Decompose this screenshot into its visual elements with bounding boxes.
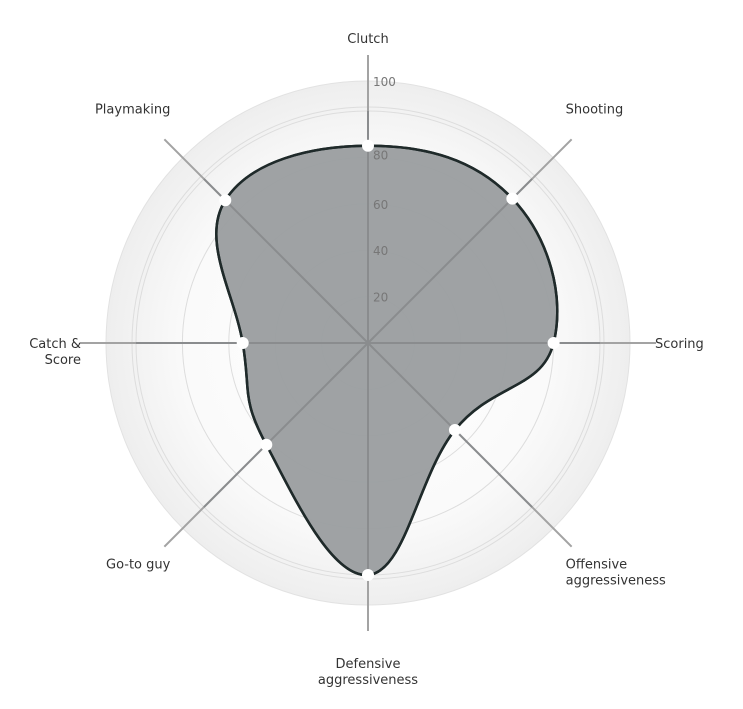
tick-label: 80	[373, 148, 388, 162]
axis-label-line: Score	[45, 353, 81, 368]
axis-label-line: Playmaking	[95, 102, 170, 117]
axis-line-overlay	[203, 178, 369, 344]
axis-label: Clutch	[347, 32, 388, 47]
axis-label-line: Offensive	[566, 558, 628, 573]
data-point	[236, 337, 249, 349]
axis-label-line: Catch &	[29, 337, 81, 352]
axis-line-overlay	[203, 342, 369, 508]
data-point	[260, 438, 273, 451]
axis-label-line: Shooting	[566, 102, 624, 117]
axis-label-line: Defensive	[336, 657, 401, 672]
axis-label-line: aggressiveness	[566, 574, 666, 589]
tick-label: 20	[373, 291, 388, 305]
data-point	[547, 337, 560, 349]
axis-label: Scoring	[655, 337, 704, 352]
tick-label: 40	[373, 244, 388, 258]
axis-label: Playmaking	[95, 102, 170, 117]
tick-label: 60	[373, 198, 388, 212]
data-point	[219, 194, 232, 207]
axis-label-line: aggressiveness	[318, 673, 418, 688]
axis-label: Catch & Score	[29, 337, 81, 368]
data-point	[362, 569, 374, 581]
axis-label: Defensive aggressiveness	[318, 657, 418, 688]
axis-label-line: Go-to guy	[106, 558, 171, 573]
axis-line-overlay	[367, 342, 533, 508]
data-point	[506, 192, 519, 205]
axis-label: Go-to guy	[106, 558, 171, 573]
axis-label-line: Scoring	[655, 337, 704, 352]
axis-label: Shooting	[566, 102, 624, 117]
axis-label-line: Clutch	[347, 32, 388, 47]
data-point	[448, 423, 461, 436]
data-point	[362, 139, 374, 152]
axis-line-overlay	[367, 178, 533, 344]
tick-label: 100	[373, 75, 396, 89]
axis-label: Offensive aggressiveness	[566, 558, 666, 589]
